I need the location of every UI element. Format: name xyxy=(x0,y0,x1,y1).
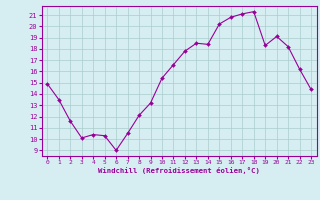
X-axis label: Windchill (Refroidissement éolien,°C): Windchill (Refroidissement éolien,°C) xyxy=(98,167,260,174)
